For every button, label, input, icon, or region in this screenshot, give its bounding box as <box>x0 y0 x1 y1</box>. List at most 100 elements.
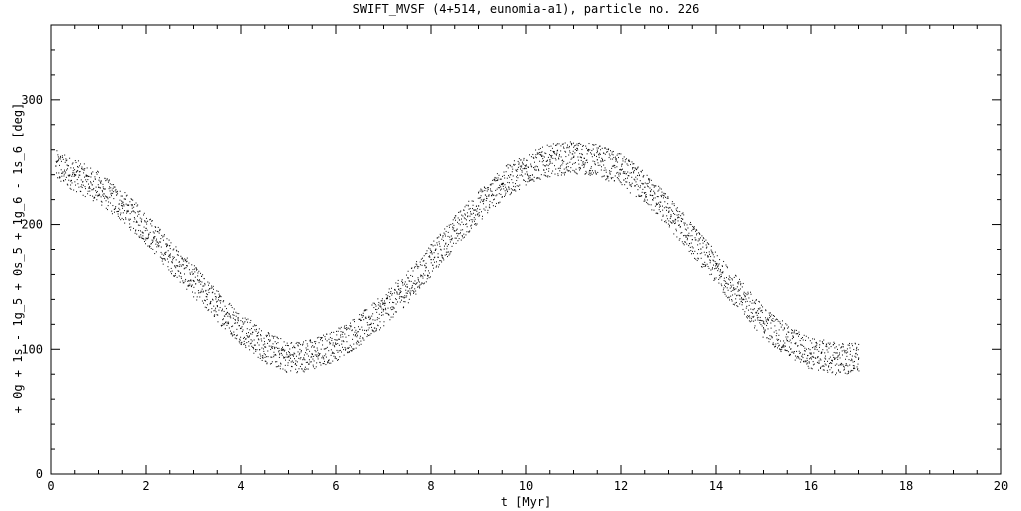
data-point <box>463 209 465 211</box>
data-point <box>268 339 269 341</box>
data-point <box>508 187 510 189</box>
data-point <box>516 174 518 176</box>
data-point <box>317 358 319 360</box>
data-point <box>487 187 488 189</box>
data-point <box>175 267 177 269</box>
data-point <box>729 276 731 279</box>
data-point <box>654 205 656 207</box>
data-point <box>349 328 351 330</box>
data-point <box>467 216 469 218</box>
data-point <box>704 254 706 256</box>
data-point <box>747 293 749 295</box>
data-point <box>551 172 553 174</box>
data-point <box>679 210 681 213</box>
data-point <box>454 237 456 239</box>
data-point <box>799 352 801 354</box>
data-point <box>443 239 444 242</box>
data-point <box>676 236 678 238</box>
data-point <box>457 235 459 237</box>
data-point <box>529 174 531 177</box>
data-point <box>594 170 596 172</box>
data-point <box>328 359 329 362</box>
data-point <box>201 275 203 277</box>
data-point <box>557 174 559 177</box>
data-point <box>736 305 738 307</box>
data-point <box>316 362 318 364</box>
data-point <box>694 250 696 252</box>
data-point <box>312 364 314 366</box>
data-point <box>760 323 762 326</box>
data-point <box>196 299 198 301</box>
data-point <box>372 313 374 315</box>
data-point <box>619 172 621 174</box>
data-point <box>307 368 309 370</box>
data-point <box>487 188 489 191</box>
data-point <box>237 320 239 322</box>
data-point <box>266 362 268 364</box>
data-point <box>91 189 93 191</box>
data-point <box>660 195 662 197</box>
data-point <box>598 153 600 155</box>
data-point <box>592 160 594 162</box>
data-point <box>604 159 606 162</box>
data-point <box>571 144 572 146</box>
data-point <box>776 318 777 320</box>
data-point <box>574 171 576 173</box>
data-point <box>295 360 297 362</box>
data-point <box>631 161 633 163</box>
data-point <box>175 249 177 251</box>
data-point <box>454 217 456 219</box>
data-point <box>747 291 749 293</box>
data-point <box>231 333 233 335</box>
data-point <box>750 311 752 314</box>
data-point <box>766 337 768 339</box>
data-point <box>238 313 240 315</box>
data-point <box>338 350 340 352</box>
data-point <box>344 325 346 327</box>
data-point <box>225 321 227 323</box>
data-point <box>681 241 683 243</box>
data-point <box>830 345 832 348</box>
data-point <box>317 352 319 354</box>
data-point <box>360 319 362 322</box>
data-point <box>669 224 670 226</box>
data-point <box>121 195 123 197</box>
data-point <box>189 283 191 285</box>
data-point <box>275 366 277 368</box>
data-point <box>162 236 164 238</box>
data-point <box>793 331 795 333</box>
data-point <box>79 190 81 192</box>
data-point <box>817 356 819 358</box>
data-point <box>107 181 109 183</box>
data-point <box>787 351 789 353</box>
data-point <box>194 271 196 273</box>
data-point <box>586 159 588 161</box>
data-point <box>561 164 563 166</box>
data-point <box>753 308 755 310</box>
data-point <box>288 351 290 353</box>
data-point <box>462 229 464 231</box>
data-point <box>816 343 818 345</box>
data-point <box>394 289 396 291</box>
data-point <box>168 269 170 271</box>
data-point <box>70 184 72 186</box>
data-point <box>711 252 713 254</box>
data-point <box>179 265 181 268</box>
data-point <box>718 263 720 265</box>
data-point <box>581 148 583 151</box>
data-point <box>430 249 432 251</box>
data-point <box>773 320 775 322</box>
data-point <box>582 145 584 147</box>
data-point <box>744 311 746 313</box>
data-point <box>344 346 346 349</box>
data-point <box>578 143 580 145</box>
data-point <box>156 238 158 240</box>
data-point <box>389 298 391 300</box>
data-point <box>158 232 160 234</box>
data-point <box>340 336 342 338</box>
data-point <box>114 190 116 192</box>
data-point <box>485 187 487 189</box>
data-point <box>509 174 511 176</box>
data-point <box>115 188 117 191</box>
data-point <box>447 251 449 253</box>
